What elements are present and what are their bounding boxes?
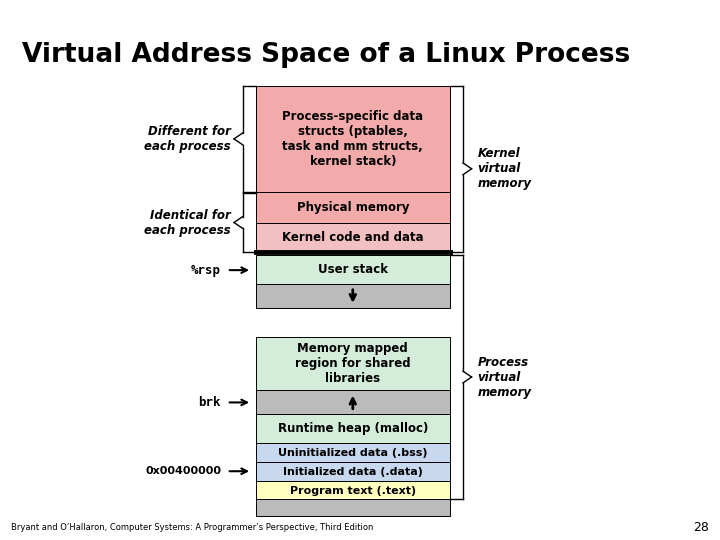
Bar [256, 481, 450, 501]
Text: Identical for
each process: Identical for each process [144, 208, 230, 237]
Text: Virtual Address Space of a Linux Process: Virtual Address Space of a Linux Process [22, 42, 630, 68]
Text: %rsp: %rsp [191, 264, 221, 276]
Text: 28: 28 [693, 521, 709, 534]
Bar [256, 255, 450, 285]
Bar [256, 222, 450, 252]
Bar [256, 462, 450, 481]
Bar [256, 443, 450, 462]
Bar [256, 285, 450, 308]
Bar [256, 499, 450, 516]
Text: Different for
each process: Different for each process [144, 125, 230, 153]
Text: Carnegie Mellon: Carnegie Mellon [604, 6, 711, 19]
Text: Runtime heap (malloc): Runtime heap (malloc) [278, 422, 428, 435]
Text: Kernel
virtual
memory: Kernel virtual memory [477, 147, 531, 190]
Text: Uninitialized data (.bss): Uninitialized data (.bss) [278, 448, 428, 458]
Text: Process
virtual
memory: Process virtual memory [477, 355, 531, 399]
Bar [256, 390, 450, 414]
Bar [256, 86, 450, 192]
Text: 0x00400000: 0x00400000 [145, 466, 221, 476]
Text: Process-specific data
structs (ptables,
task and mm structs,
kernel stack): Process-specific data structs (ptables, … [282, 110, 423, 168]
Text: User stack: User stack [318, 264, 388, 276]
Text: Memory mapped
region for shared
libraries: Memory mapped region for shared librarie… [295, 342, 410, 386]
Text: Physical memory: Physical memory [297, 201, 409, 214]
Text: Initialized data (.data): Initialized data (.data) [283, 467, 423, 477]
Bar [256, 414, 450, 443]
Text: Program text (.text): Program text (.text) [289, 486, 416, 496]
Text: Bryant and O’Hallaron, Computer Systems: A Programmer’s Perspective, Third Editi: Bryant and O’Hallaron, Computer Systems:… [11, 523, 373, 532]
Text: Kernel code and data: Kernel code and data [282, 231, 423, 244]
Bar [256, 338, 450, 390]
Bar [256, 192, 450, 222]
Text: brk: brk [199, 396, 221, 409]
